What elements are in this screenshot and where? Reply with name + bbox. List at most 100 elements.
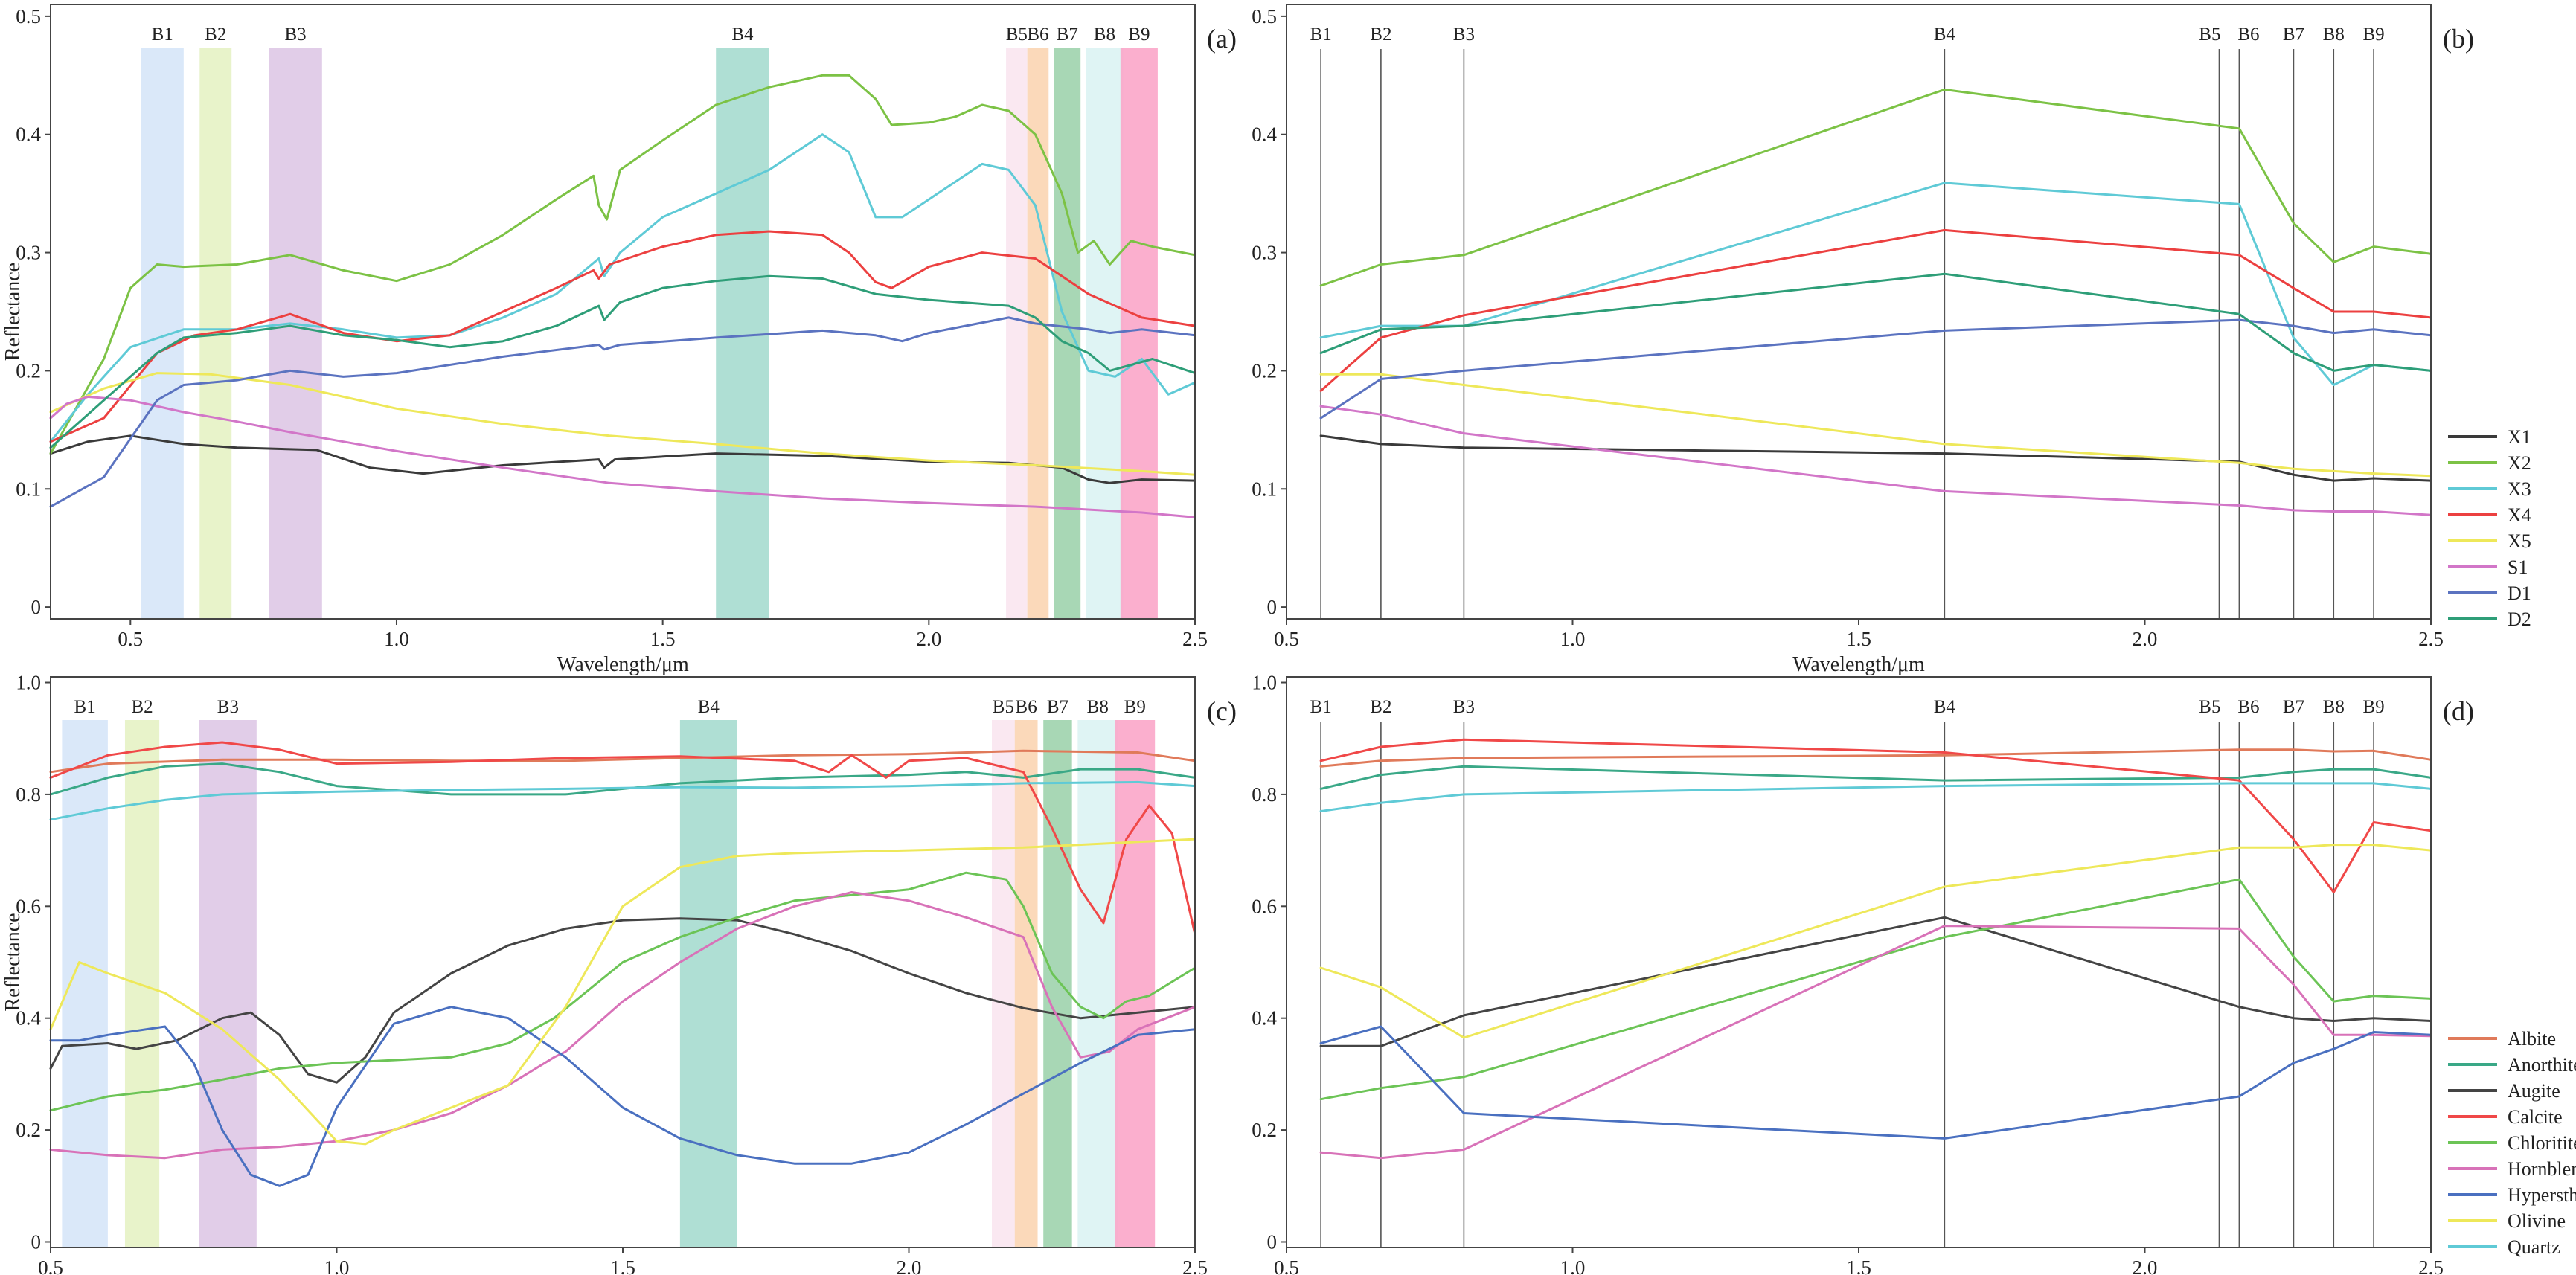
panel-c-y-axis-title: Reflectance xyxy=(1,913,25,1011)
panel-a-x-tick-label: 1.5 xyxy=(650,628,676,650)
panel-d-series-chloritite xyxy=(1319,878,2432,1101)
panel-b-legend-label-x4: X4 xyxy=(2508,504,2531,526)
panel-d-legend-label-quartz: Quartz xyxy=(2508,1236,2560,1258)
panel-a-y-tick-label: 0.4 xyxy=(16,123,41,146)
panel-c-series-hypersthene xyxy=(49,1006,1196,1187)
panel-b-plot-frame xyxy=(1286,4,2432,620)
panel-a-series-s1 xyxy=(49,395,1196,518)
panel-c-series-augite xyxy=(49,917,1196,1084)
panel-c-series-quartz xyxy=(49,780,1196,821)
panel-d-y-tick-label: 0.8 xyxy=(1252,783,1277,806)
panel-d-band-label-b4: B4 xyxy=(1934,697,1956,717)
panel-d-legend-label-chloritite: Chloritite xyxy=(2508,1132,2576,1154)
panel-d-y-tick-label: 1.0 xyxy=(1252,672,1277,694)
panel-d-series-albite xyxy=(1319,748,2432,768)
panel-b-band-label-b9: B9 xyxy=(2363,25,2385,45)
panel-c-series-albite xyxy=(49,749,1196,774)
panel-c-band-label-b3: B3 xyxy=(217,697,239,717)
panel-d-legend-label-augite: Augite xyxy=(2508,1080,2560,1102)
panel-c-band-label-b1: B1 xyxy=(74,697,96,717)
panel-d-series-augite xyxy=(1319,916,2432,1047)
panel-c-band-label-b7: B7 xyxy=(1047,697,1068,717)
panel-a-band-label-b5: B5 xyxy=(1006,25,1028,45)
panel-b-legend-label-d2: D2 xyxy=(2508,608,2531,630)
panel-c-y-tick-label: 0.2 xyxy=(16,1119,41,1141)
panel-a-series-x4 xyxy=(49,230,1196,443)
panel-c-band-label-b5: B5 xyxy=(993,697,1014,717)
panel-d-x-tick-label: 2.0 xyxy=(2133,1256,2158,1275)
panel-a-band-b5 xyxy=(1006,48,1028,619)
panel-c-band-b9 xyxy=(1115,720,1156,1247)
panel-b-legend: X1 X2 X3 X4 X5 S1 D1 D2 xyxy=(2448,426,2531,630)
panel-a-y-axis-title: Reflectance xyxy=(1,263,25,361)
panel-b-band-label-b3: B3 xyxy=(1453,25,1475,45)
panel-c-x-tick-label: 1.5 xyxy=(610,1256,635,1275)
panel-b-y-tick-label: 0.1 xyxy=(1252,478,1277,500)
panel-c-band-b8 xyxy=(1077,720,1118,1247)
panel-d-y-tick-label: 0.4 xyxy=(1252,1007,1277,1030)
panel-d-series-calcite xyxy=(1319,738,2432,893)
panel-a-x-tick-label: 2.5 xyxy=(1182,628,1208,650)
panel-c-band-b6 xyxy=(1014,720,1038,1247)
panel-a-plot-frame xyxy=(50,4,1196,620)
panel-b-legend-label-x3: X3 xyxy=(2508,478,2531,500)
panel-c-x-tick-label: 2.5 xyxy=(1182,1256,1208,1275)
panel-a-band-b4 xyxy=(716,48,769,619)
panel-c-panel-label: (c) xyxy=(1207,696,1237,726)
panel-b-x-axis-title: Wavelength/μm xyxy=(1792,653,1925,676)
panel-b-band-label-b8: B8 xyxy=(2323,25,2345,45)
panel-c-band-b7 xyxy=(1043,720,1072,1247)
panel-b-legend-label-x2: X2 xyxy=(2508,452,2531,474)
panel-c-series-olivine xyxy=(49,838,1196,1146)
panel-b-legend-label-s1: S1 xyxy=(2508,556,2528,578)
panel-b: B1 B2 B3 B4 B5 B6 B7 B8 B9 0.5 1.0 1.5 2.0 2.5 0 0.1 0.2… xyxy=(1252,4,2531,676)
panel-d-x-tick-label: 1.0 xyxy=(1560,1256,1586,1275)
panel-a-y-tick-label: 0 xyxy=(31,596,42,618)
panel-d-series-anorthite xyxy=(1319,765,2432,790)
panel-a-y-tick-label: 0.3 xyxy=(16,242,41,264)
panel-b-series-x1 xyxy=(1319,434,2432,482)
panel-c-band-b3 xyxy=(199,720,257,1247)
panel-a: B1 B2 B3 B4 B5 B6 B7 B8 B9 0.5 1.0 1.5 2.0 2.5 0 0.1 0.2… xyxy=(1,4,1237,676)
panel-d-band-label-b6: B6 xyxy=(2237,697,2259,717)
panel-b-x-tick-label: 0.5 xyxy=(1274,628,1299,650)
panel-d-band-label-b5: B5 xyxy=(2199,697,2220,717)
panel-b-band-label-b5: B5 xyxy=(2199,25,2220,45)
panel-d-band-label-b9: B9 xyxy=(2363,697,2385,717)
panel-c-band-b5 xyxy=(992,720,1015,1247)
panel-b-band-label-b7: B7 xyxy=(2283,25,2304,45)
panel-b-legend-label-d1: D1 xyxy=(2508,582,2531,604)
panel-d-series-quartz xyxy=(1319,782,2432,812)
panel-c-x-tick-label: 1.0 xyxy=(324,1256,350,1275)
panel-a-series-x3 xyxy=(49,133,1196,443)
panel-b-x-tick-label: 1.5 xyxy=(1846,628,1871,650)
panel-d-band-label-b7: B7 xyxy=(2283,697,2304,717)
panel-b-y-tick-label: 0.4 xyxy=(1252,123,1277,146)
panel-b-series-s1 xyxy=(1319,405,2432,516)
panel-c-y-tick-label: 1.0 xyxy=(16,672,41,694)
panel-d-legend-label-anorthite: Anorthite xyxy=(2508,1054,2576,1076)
panel-a-band-label-b2: B2 xyxy=(205,25,226,45)
panel-a-band-label-b4: B4 xyxy=(731,25,754,45)
panel-b-y-tick-label: 0.5 xyxy=(1252,5,1277,28)
panel-d-legend-label-olivine: Olivine xyxy=(2508,1210,2566,1232)
panel-a-panel-label: (a) xyxy=(1207,24,1237,54)
panel-d-legend-label-hypersthene: Hypersthene xyxy=(2508,1184,2576,1206)
panel-c-band-b2 xyxy=(124,720,160,1247)
panel-c-y-tick-label: 0.6 xyxy=(16,895,41,917)
panel-d-series-hornblende xyxy=(1319,925,2432,1160)
panel-b-series-x2 xyxy=(1319,88,2432,287)
panel-a-y-tick-label: 0.1 xyxy=(16,478,41,500)
panel-b-y-tick-label: 0.2 xyxy=(1252,359,1277,382)
panel-a-series-x1 xyxy=(49,434,1196,484)
panel-c-y-tick-label: 0 xyxy=(31,1230,42,1253)
panel-b-band-label-b6: B6 xyxy=(2237,25,2259,45)
panel-a-band-b6 xyxy=(1027,48,1049,619)
panel-b-band-label-b2: B2 xyxy=(1370,25,1391,45)
panel-d-series-olivine xyxy=(1319,844,2432,1039)
panel-d-legend-label-hornblende: Hornblende xyxy=(2508,1158,2576,1180)
panel-c-band-label-b8: B8 xyxy=(1087,697,1109,717)
panel-c-series-hornblende xyxy=(49,891,1196,1160)
panel-b-legend-label-x1: X1 xyxy=(2508,426,2531,448)
